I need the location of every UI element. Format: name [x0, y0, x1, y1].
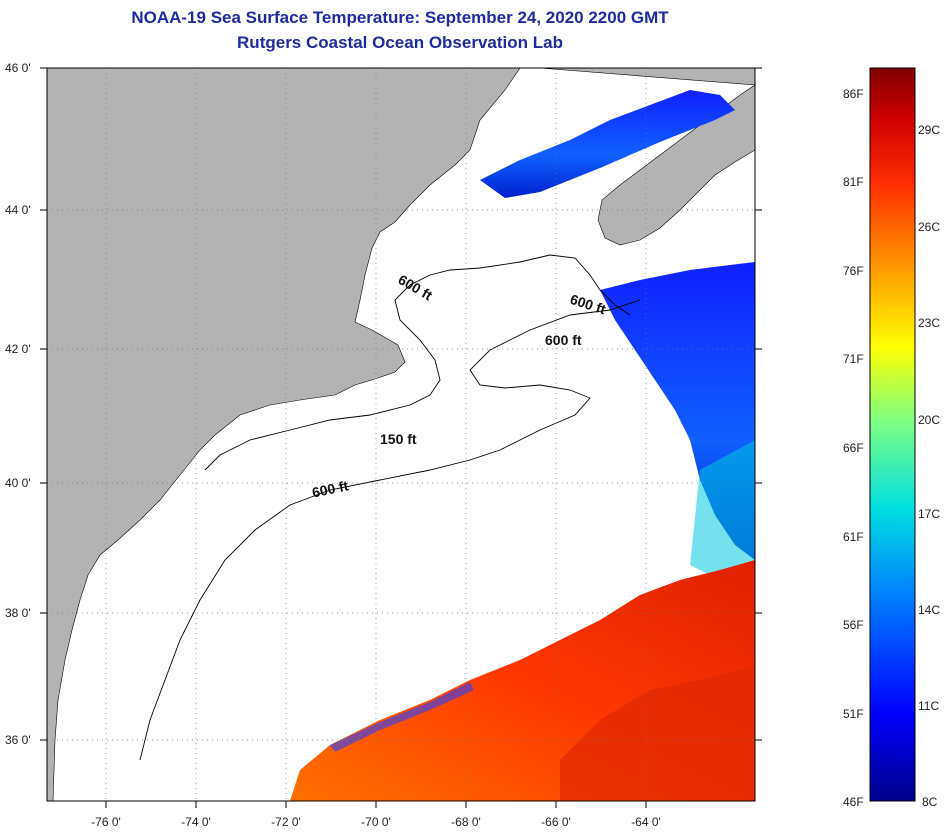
lat-label-46: 46 0' [5, 61, 31, 75]
cbar-f-81: 81F [843, 175, 864, 189]
cbar-c-26: 26C [918, 220, 940, 234]
warm-water-edge [330, 682, 474, 752]
cbar-f-66: 66F [843, 441, 864, 455]
cbar-c-23: 23C [918, 316, 940, 330]
cbar-c-17: 17C [918, 507, 940, 521]
cbar-f-61: 61F [843, 530, 864, 544]
map-frame [46, 67, 756, 802]
lon-label-74: -74 0' [181, 815, 211, 829]
lon-label-70: -70 0' [361, 815, 391, 829]
lon-label-72: -72 0' [271, 815, 301, 829]
lon-label-66: -66 0' [541, 815, 571, 829]
land-us-northeast [46, 67, 521, 802]
transition-water [690, 440, 755, 580]
cbar-f-56: 56F [843, 618, 864, 632]
depth-contours [139, 254, 641, 761]
map-subtitle: Rutgers Coastal Ocean Observation Lab [237, 33, 563, 52]
lon-label-76: -76 0' [91, 815, 121, 829]
axis-ticks [40, 67, 762, 808]
cbar-f-86: 86F [843, 87, 864, 101]
lat-label-36: 36 0' [5, 733, 31, 747]
cbar-c-11: 11C [918, 699, 939, 713]
cbar-f-76: 76F [843, 264, 864, 278]
cbar-f-51: 51F [843, 707, 864, 721]
lat-label-42: 42 0' [5, 342, 31, 356]
colorbar [869, 67, 916, 802]
cbar-c-20: 20C [918, 413, 940, 427]
contour-label-600ft-4: 600 ft [311, 477, 350, 500]
contour-label-600ft-3: 600 ft [545, 332, 582, 348]
cbar-c-29: 29C [918, 123, 940, 137]
map-title: NOAA-19 Sea Surface Temperature: Septemb… [131, 8, 669, 27]
contour-label-150ft: 150 ft [380, 431, 417, 447]
cbar-f-71: 71F [843, 352, 864, 366]
lat-label-44: 44 0' [5, 203, 31, 217]
cbar-f-46: 46F [843, 795, 864, 809]
cold-water-fundy [480, 90, 735, 198]
grid-lines [47, 68, 755, 801]
cbar-c-14: 14C [918, 603, 940, 617]
cbar-c-8: 8C [922, 795, 938, 809]
lon-label-64: -64 0' [631, 815, 661, 829]
lon-label-68: -68 0' [451, 815, 481, 829]
warm-water-hot-core [560, 665, 755, 801]
lat-label-38: 38 0' [5, 606, 31, 620]
lat-label-40: 40 0' [5, 476, 31, 490]
